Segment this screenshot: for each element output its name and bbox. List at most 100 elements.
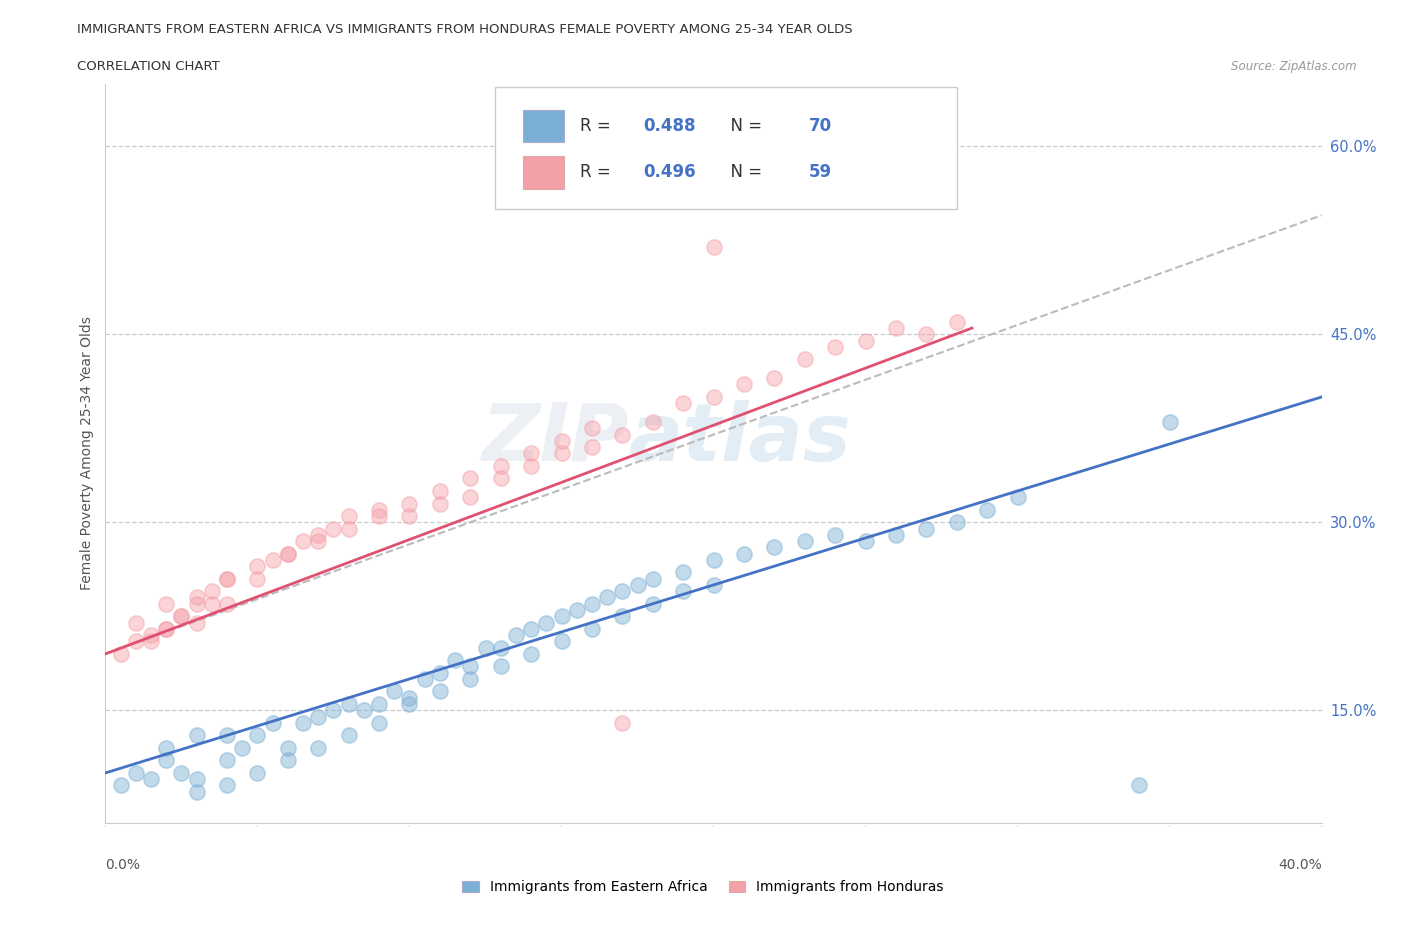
Point — [474, 640, 496, 655]
Point — [201, 596, 224, 611]
Point — [110, 778, 132, 793]
Point — [884, 321, 907, 336]
Point — [702, 239, 725, 254]
Text: atlas: atlas — [628, 400, 851, 478]
Point — [217, 728, 239, 743]
Point — [672, 565, 695, 580]
Point — [824, 339, 846, 354]
Point — [1128, 778, 1150, 793]
Point — [641, 571, 664, 586]
Point — [322, 703, 344, 718]
Point — [398, 496, 420, 511]
Point — [246, 571, 269, 586]
Point — [307, 527, 329, 542]
Point — [581, 440, 603, 455]
Point — [702, 578, 725, 592]
Point — [186, 596, 208, 611]
Point — [458, 671, 481, 686]
Point — [307, 709, 329, 724]
Point — [505, 628, 527, 643]
Point — [550, 609, 572, 624]
Point — [855, 333, 877, 348]
Point — [763, 540, 786, 555]
Point — [520, 458, 543, 473]
Point — [398, 690, 420, 705]
Point — [489, 659, 512, 674]
Point — [489, 471, 512, 485]
Point — [733, 377, 755, 392]
Point — [337, 728, 360, 743]
Point — [793, 352, 815, 366]
Point — [702, 552, 725, 567]
Point — [489, 458, 512, 473]
Point — [262, 552, 284, 567]
Point — [612, 609, 634, 624]
Point — [429, 665, 451, 680]
Point — [186, 615, 208, 630]
FancyBboxPatch shape — [523, 110, 564, 142]
Point — [322, 521, 344, 536]
Point — [246, 728, 269, 743]
Text: CORRELATION CHART: CORRELATION CHART — [77, 60, 221, 73]
Point — [550, 446, 572, 461]
Text: IMMIGRANTS FROM EASTERN AFRICA VS IMMIGRANTS FROM HONDURAS FEMALE POVERTY AMONG : IMMIGRANTS FROM EASTERN AFRICA VS IMMIGR… — [77, 23, 853, 36]
Point — [626, 578, 648, 592]
Point — [368, 697, 391, 711]
Point — [155, 621, 177, 636]
Point — [612, 715, 634, 730]
Point — [413, 671, 436, 686]
Point — [581, 621, 603, 636]
Point — [231, 740, 253, 755]
Point — [155, 753, 177, 768]
Point — [368, 715, 391, 730]
Point — [368, 502, 391, 517]
Point — [186, 728, 208, 743]
Text: 40.0%: 40.0% — [1278, 858, 1322, 872]
Point — [945, 314, 967, 329]
Point — [217, 753, 239, 768]
Point — [292, 715, 315, 730]
Point — [612, 584, 634, 599]
Text: 70: 70 — [808, 117, 831, 135]
Point — [429, 484, 451, 498]
Point — [536, 615, 558, 630]
Point — [246, 559, 269, 574]
Point — [246, 765, 269, 780]
Point — [429, 684, 451, 699]
Point — [170, 609, 193, 624]
Point — [139, 772, 162, 787]
Point — [1007, 490, 1029, 505]
Text: 0.488: 0.488 — [643, 117, 696, 135]
Point — [277, 546, 299, 561]
Point — [444, 653, 467, 668]
Text: Source: ZipAtlas.com: Source: ZipAtlas.com — [1232, 60, 1357, 73]
Point — [217, 596, 239, 611]
Point — [277, 740, 299, 755]
Text: N =: N = — [720, 164, 768, 181]
Point — [520, 646, 543, 661]
Point — [307, 534, 329, 549]
Point — [217, 571, 239, 586]
Point — [915, 521, 938, 536]
Point — [884, 527, 907, 542]
Point — [125, 765, 148, 780]
Text: ZIP: ZIP — [481, 400, 628, 478]
Point — [277, 753, 299, 768]
Point — [581, 421, 603, 436]
Point — [139, 628, 162, 643]
Point — [155, 740, 177, 755]
Point — [307, 740, 329, 755]
Text: 0.0%: 0.0% — [105, 858, 141, 872]
Point — [550, 433, 572, 448]
Point — [824, 527, 846, 542]
Point — [139, 634, 162, 649]
Point — [976, 502, 998, 517]
Point — [458, 490, 481, 505]
Point — [337, 521, 360, 536]
FancyBboxPatch shape — [523, 156, 564, 189]
Point — [125, 634, 148, 649]
Point — [945, 515, 967, 530]
Point — [520, 446, 543, 461]
Point — [186, 590, 208, 604]
Point — [368, 509, 391, 524]
